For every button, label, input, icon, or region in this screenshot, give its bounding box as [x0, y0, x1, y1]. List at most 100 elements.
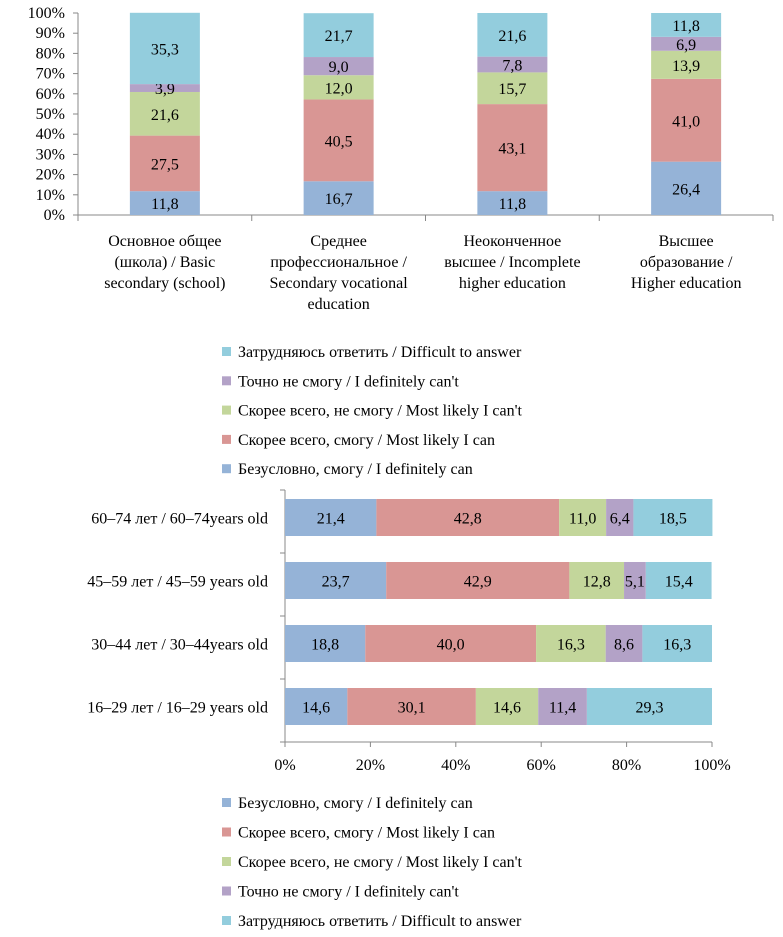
- data-label: 18,8: [311, 637, 339, 654]
- x-category-label-line: secondary (school): [104, 275, 225, 292]
- y-tick-label: 80%: [36, 45, 65, 62]
- bar-segment: [586, 688, 712, 725]
- data-label: 14,6: [493, 700, 521, 717]
- bar-segment: [376, 499, 560, 536]
- y-tick-label: 100%: [28, 5, 65, 22]
- bar-segment: [477, 56, 548, 73]
- x-category-label-line: Среднее: [310, 233, 366, 250]
- x-tick-label: 0%: [274, 757, 295, 774]
- data-label: 27,5: [151, 156, 179, 173]
- x-tick-label: 100%: [693, 757, 730, 774]
- bar-segment: [642, 625, 712, 662]
- y-category-label: 30–44 лет / 30–44years old: [91, 637, 268, 654]
- x-category-label: Основное общее (школа) / Basic secondary (…: [104, 233, 225, 292]
- legend-label: Затрудняюсь ответить / Difficult to answ…: [238, 344, 522, 361]
- bar-segment: [538, 688, 587, 725]
- y-tick-label: 70%: [36, 66, 65, 83]
- data-label: 11,8: [151, 196, 178, 213]
- y-tick-label: 10%: [36, 187, 65, 204]
- bar-segment: [477, 191, 548, 215]
- bar-segment: [303, 13, 374, 58]
- data-label: 6,9: [676, 37, 696, 54]
- bar-segment: [303, 181, 374, 215]
- bar-segment: [624, 562, 646, 599]
- legend-bottom: Безусловно, смогу / I definitely can Скор…: [222, 795, 523, 930]
- bar-segment: [129, 91, 200, 136]
- legend-swatch: [222, 434, 231, 444]
- bar-segment: [651, 13, 722, 37]
- bar-segment: [386, 562, 570, 599]
- legend-swatch: [222, 376, 231, 386]
- x-category-label-line: Высшее: [659, 233, 714, 250]
- bar-segment: [605, 625, 643, 662]
- legend-label: Скорее всего, смогу / Most likely I can: [238, 825, 495, 842]
- data-label: 16,7: [325, 191, 353, 208]
- data-label: 21,6: [151, 107, 179, 124]
- bar-segment: [285, 625, 366, 662]
- data-label: 40,0: [437, 637, 465, 654]
- x-category-label-line: высшее / Incomplete: [444, 254, 580, 271]
- legend-top: Затрудняюсь ответить / Difficult to answ…: [222, 344, 523, 478]
- bar-segment: [645, 562, 712, 599]
- bar-segment: [606, 499, 634, 536]
- y-tick-label: 30%: [36, 146, 65, 163]
- data-label: 21,7: [325, 28, 353, 45]
- bar-segment: [559, 499, 607, 536]
- x-category-label-line: Основное общее: [108, 233, 221, 250]
- x-category-label-line: Неоконченное: [464, 233, 562, 250]
- x-category-label: Среднее профессиональное / Secondary vocat…: [270, 233, 409, 313]
- x-category-label: Неоконченное высшее / Incomplete higher ed…: [444, 233, 580, 292]
- data-label: 7,8: [502, 58, 522, 75]
- bar-segment: [651, 78, 722, 162]
- legend-label: Скорее всего, смогу / Most likely I can: [238, 432, 495, 449]
- data-label: 18,5: [659, 511, 687, 528]
- bar-segment: [303, 75, 374, 100]
- data-label: 35,3: [151, 41, 179, 58]
- bar-segment: [285, 499, 377, 536]
- bar-segment: [477, 13, 548, 57]
- data-label: 15,4: [665, 574, 693, 591]
- bar-segment: [129, 12, 200, 85]
- data-label: 43,1: [498, 141, 526, 158]
- data-label: 42,9: [464, 574, 492, 591]
- x-category-label-line: Secondary vocational: [270, 275, 409, 292]
- y-category-label: 16–29 лет / 16–29 years old: [87, 700, 268, 717]
- x-category-label-line: Higher education: [631, 275, 742, 292]
- legend-label: Безусловно, смогу / I definitely can: [238, 461, 473, 478]
- bar-segment: [651, 50, 722, 79]
- x-tick-label: 80%: [612, 757, 641, 774]
- x-category-label-line: профессиональное /: [270, 254, 407, 271]
- y-category-label: 60–74 лет / 60–74years old: [91, 511, 268, 528]
- x-category-label-line: образование /: [640, 254, 733, 271]
- bar-segment: [285, 688, 348, 725]
- data-label: 30,1: [398, 700, 426, 717]
- legend-label: Точно не смогу / I definitely can't: [238, 373, 459, 390]
- data-label: 29,3: [635, 700, 663, 717]
- legend-label: Скорее всего, не смогу / Most likely I c…: [238, 403, 523, 420]
- legend-label: Безусловно, смогу / I definitely can: [238, 795, 473, 812]
- data-label: 41,0: [672, 113, 700, 130]
- data-label: 12,8: [583, 574, 611, 591]
- bar-segment: [285, 562, 387, 599]
- data-label: 13,9: [672, 58, 700, 75]
- data-label: 21,6: [498, 28, 526, 45]
- data-label: 9,0: [329, 59, 349, 76]
- data-label: 21,4: [317, 511, 345, 528]
- y-category-label: 45–59 лет / 45–59 years old: [87, 574, 268, 591]
- data-label: 15,7: [498, 81, 526, 98]
- legend-swatch: [222, 405, 231, 415]
- y-tick-label: 40%: [36, 126, 65, 143]
- legend-label: Точно не смогу / I definitely can't: [238, 884, 459, 901]
- legend-swatch: [222, 827, 231, 837]
- data-label: 11,0: [569, 511, 596, 528]
- legend-swatch: [222, 886, 231, 896]
- x-category-label-line: education: [308, 296, 370, 313]
- bar-segment: [651, 36, 722, 51]
- bar-segment: [303, 99, 374, 182]
- data-label: 16,3: [557, 637, 585, 654]
- data-label: 14,6: [302, 700, 330, 717]
- y-tick-label: 20%: [36, 167, 65, 184]
- data-label: 40,5: [325, 133, 353, 150]
- data-label: 42,8: [454, 511, 482, 528]
